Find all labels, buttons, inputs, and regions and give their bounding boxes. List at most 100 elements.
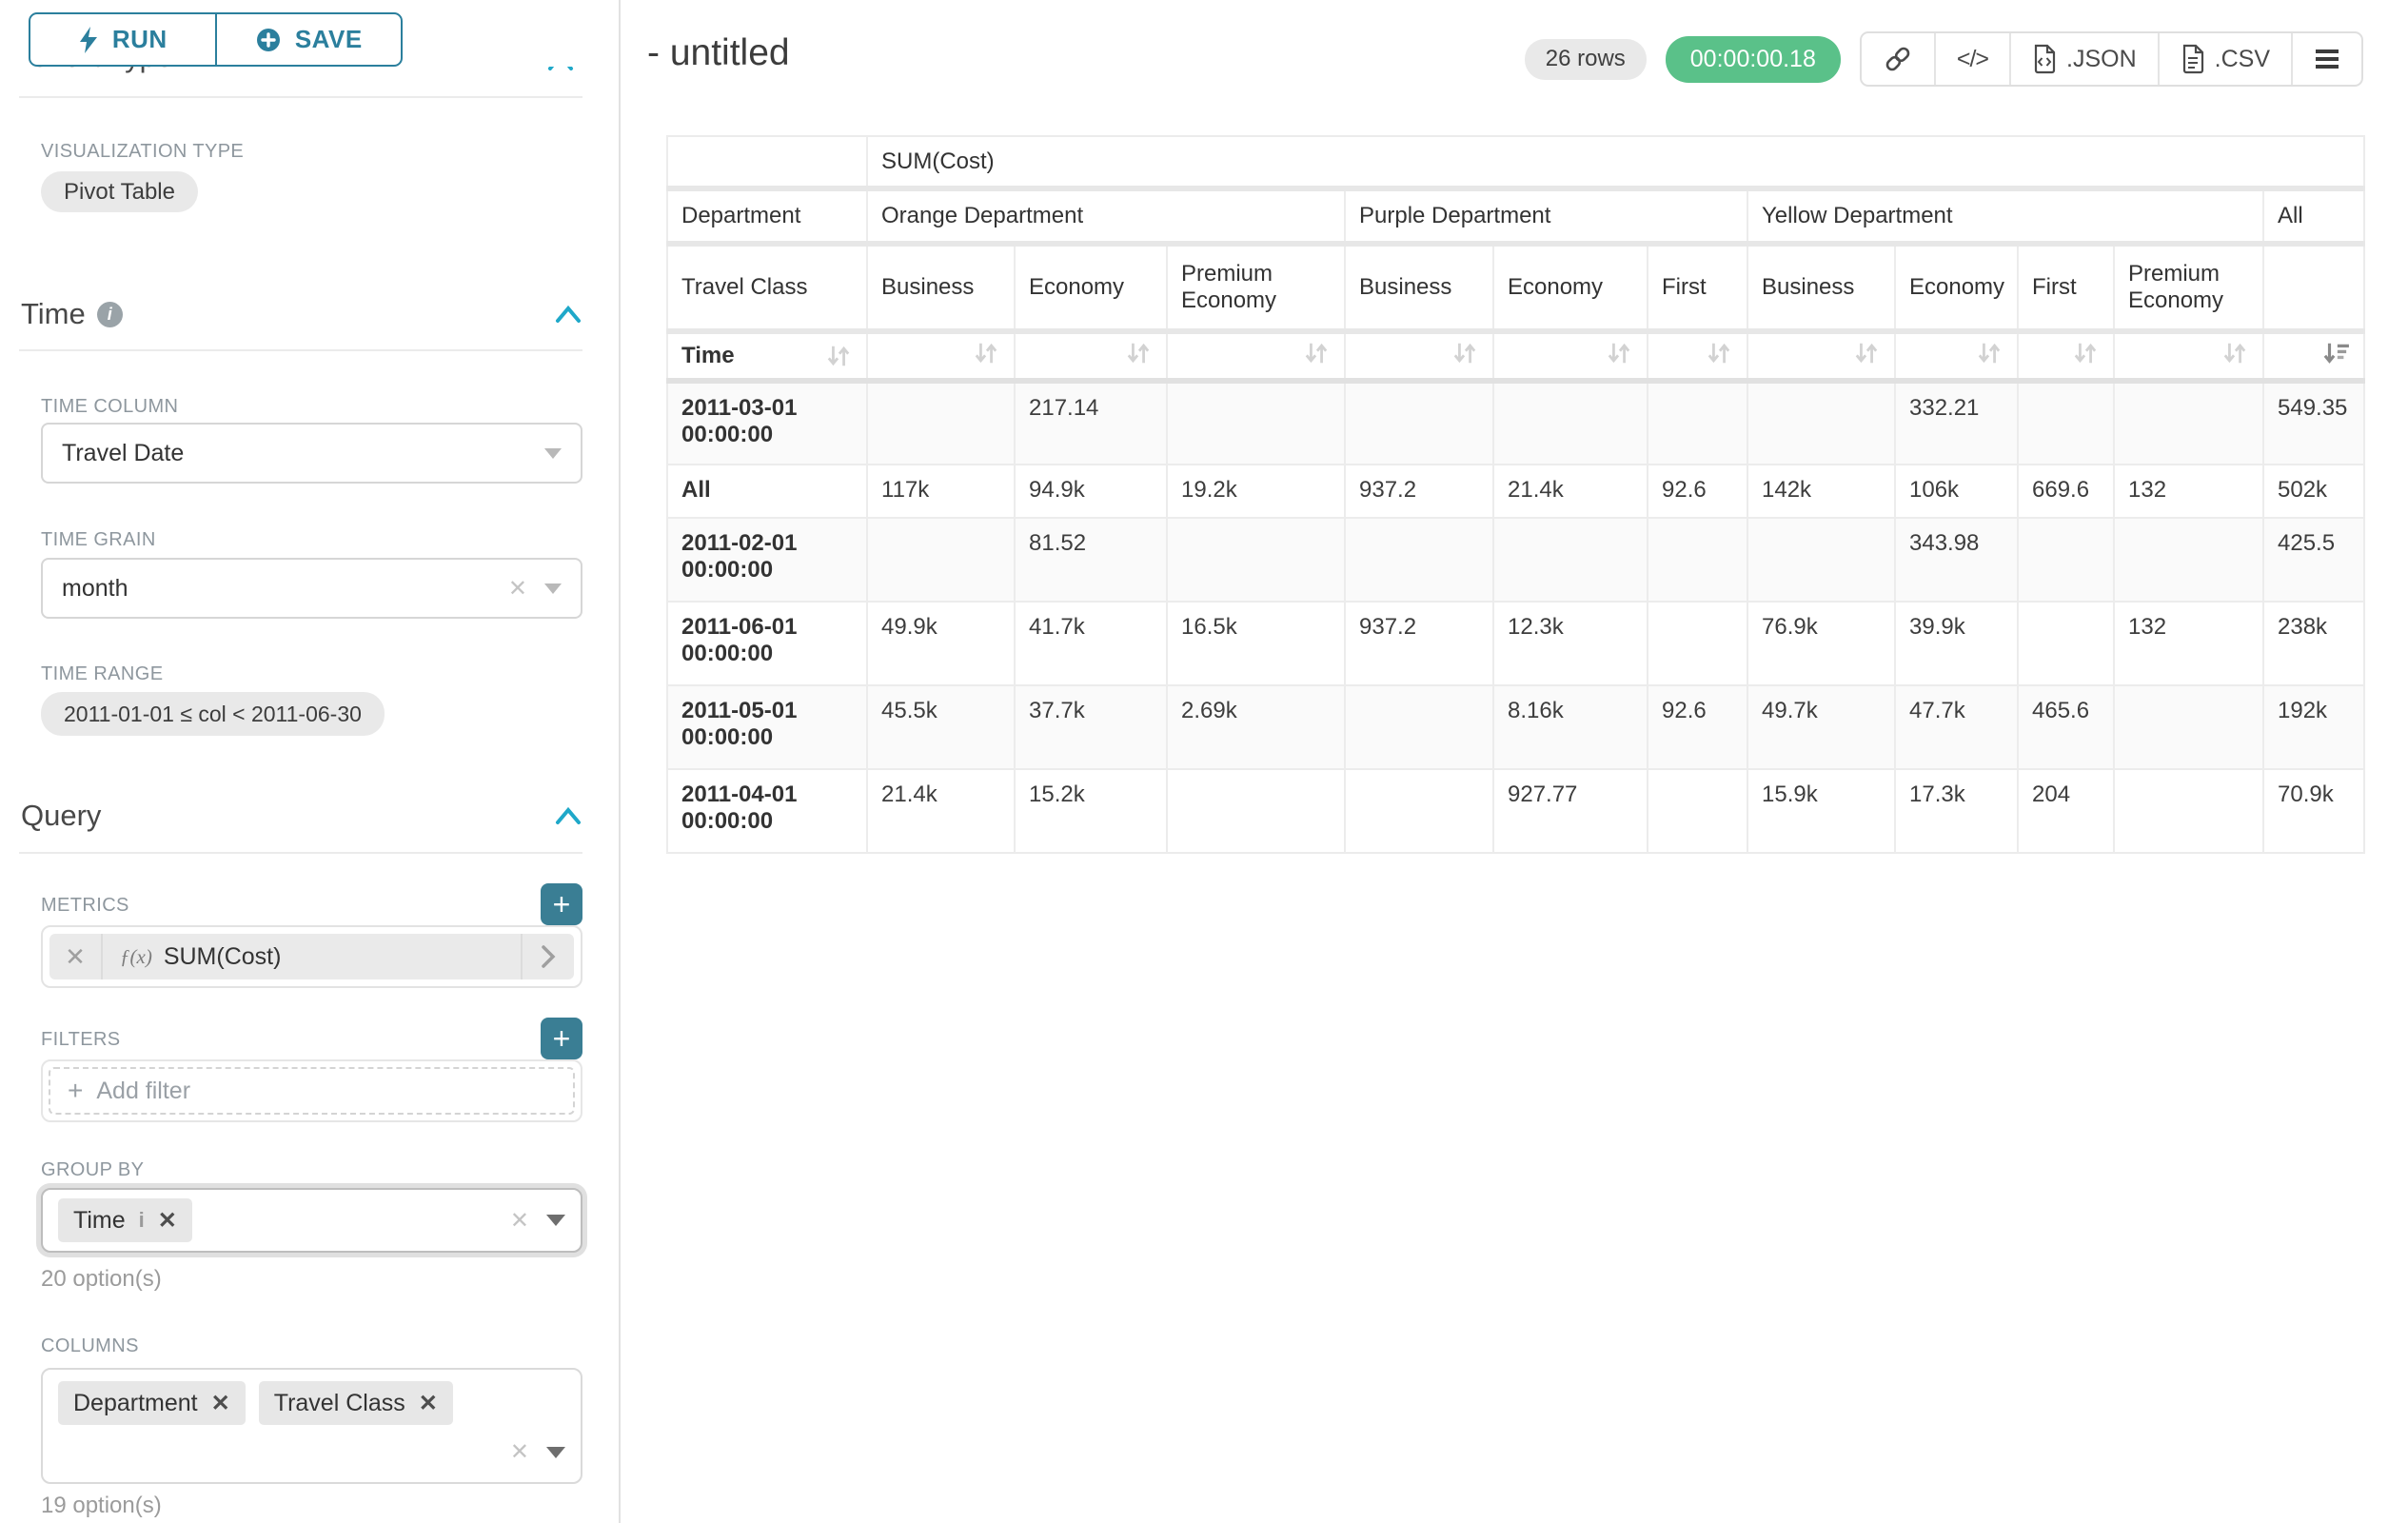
time-column-label: TIME COLUMN [41,396,179,417]
group-by-select[interactable]: Time i ✕ ✕ [41,1188,582,1253]
time-range-pill[interactable]: 2011-01-01 ≤ col < 2011-06-30 [41,692,385,736]
caret-down-icon [546,1446,565,1458]
expand-metric-button[interactable] [521,934,574,979]
row-label: All [666,464,868,519]
value-cell: 94.9k [1014,464,1168,519]
plus-icon: + [68,1076,84,1105]
sort-descending-icon[interactable] [2321,341,2350,366]
save-button[interactable]: SAVE [214,14,402,65]
row-label: 2011-06-01 00:00:00 [666,601,868,686]
time-grain-select[interactable]: month ✕ [41,558,582,619]
time-column-select[interactable]: Travel Date [41,423,582,484]
chevron-up-icon[interactable] [554,303,582,326]
export-csv-button[interactable]: .CSV [2157,33,2291,85]
col-header: Premium Economy [2113,243,2264,334]
sort-updown-icon[interactable] [1705,341,1733,366]
chevron-right-icon [542,945,556,968]
col-header: Business [1747,243,1896,334]
tag-label: Travel Class [273,1389,405,1416]
value-cell: 70.9k [2262,768,2365,854]
time-axis-label: Time [666,330,868,384]
remove-metric-icon[interactable]: ✕ [49,934,103,979]
value-cell [1166,768,1346,854]
value-cell: 937.2 [1344,464,1494,519]
col-header: Premium Economy [1166,243,1346,334]
control-panel: Chart Type RUN SAVE VISUALIZATION TYPE P… [0,0,621,1523]
value-cell [2113,684,2264,770]
x-icon[interactable]: ✕ [507,575,527,602]
value-cell [1344,380,1494,465]
sort-updown-icon[interactable] [2220,341,2249,366]
sort-updown-icon[interactable] [1852,341,1881,366]
tag-label: Department [73,1389,198,1416]
sort-cell [1014,330,1168,384]
value-cell: 117k [866,464,1016,519]
value-cell [2113,517,2264,603]
remove-tag-icon[interactable]: ✕ [210,1390,230,1416]
value-cell: 16.5k [1166,601,1346,686]
divider [19,349,582,351]
more-menu-button[interactable] [2291,33,2361,85]
sort-cell [1166,330,1346,384]
value-cell [1747,517,1896,603]
sort-cell [1647,330,1748,384]
sort-updown-icon[interactable] [1451,341,1479,366]
chart-title[interactable]: - untitled [647,32,790,73]
columns-tag-travel-class[interactable]: Travel Class ✕ [258,1381,453,1425]
value-cell: 21.4k [866,768,1016,854]
columns-tag-department[interactable]: Department ✕ [58,1381,246,1425]
department-axis-label: Department [666,188,868,247]
col-header: Economy [1492,243,1648,334]
query-section-title: Query [21,799,102,832]
export-json-button[interactable]: .JSON [2009,33,2158,85]
value-cell [1492,517,1648,603]
sort-updown-icon[interactable] [1124,341,1153,366]
run-save-button-group: RUN SAVE [29,12,403,67]
value-cell: 343.98 [1894,517,2019,603]
value-cell: 37.7k [1014,684,1168,770]
sort-updown-icon[interactable] [824,344,853,368]
chevron-up-icon[interactable] [554,804,582,827]
sort-updown-icon[interactable] [2071,341,2100,366]
viz-type-pill[interactable]: Pivot Table [41,171,198,212]
lightning-icon [79,26,97,53]
share-link-button[interactable] [1862,33,1934,85]
sort-cell [2017,330,2115,384]
value-cell: 204 [2017,768,2115,854]
add-metric-button[interactable]: + [541,883,582,925]
add-filter-dropzone[interactable]: + Add filter [49,1067,575,1115]
group-by-tag-time[interactable]: Time i ✕ [58,1198,192,1242]
sort-updown-icon[interactable] [1605,341,1633,366]
value-cell: 45.5k [866,684,1016,770]
value-cell: 17.3k [1894,768,2019,854]
metrics-label: METRICS [41,895,129,916]
value-cell: 76.9k [1747,601,1896,686]
value-cell: 2.69k [1166,684,1346,770]
value-cell [1647,768,1748,854]
value-cell: 12.3k [1492,601,1648,686]
add-filter-button[interactable]: + [541,1018,582,1059]
run-button[interactable]: RUN [30,14,215,65]
corner-cell [666,135,868,191]
x-icon[interactable]: ✕ [509,1207,529,1234]
sort-updown-icon[interactable] [1975,341,2003,366]
filters-label: FILTERS [41,1029,121,1050]
fx-icon: ƒ(x) [120,944,152,968]
metric-pill[interactable]: ✕ ƒ(x) SUM(Cost) [49,934,574,979]
sort-cell [1492,330,1648,384]
remove-tag-icon[interactable]: ✕ [157,1207,177,1234]
value-cell [1647,601,1748,686]
group-by-label: GROUP BY [41,1159,145,1180]
value-cell: 15.2k [1014,768,1168,854]
col-header: First [1647,243,1748,334]
sort-updown-icon[interactable] [972,341,1000,366]
divider [19,96,582,98]
remove-tag-icon[interactable]: ✕ [418,1390,438,1416]
embed-code-button[interactable]: </> [1933,33,2009,85]
x-icon[interactable]: ✕ [509,1439,529,1465]
sort-updown-icon[interactable] [1302,341,1331,366]
value-cell: 142k [1747,464,1896,519]
columns-select[interactable]: Department ✕ Travel Class ✕ ✕ [41,1368,582,1484]
columns-options-count: 19 option(s) [41,1493,162,1518]
value-cell: 425.5 [2262,517,2365,603]
